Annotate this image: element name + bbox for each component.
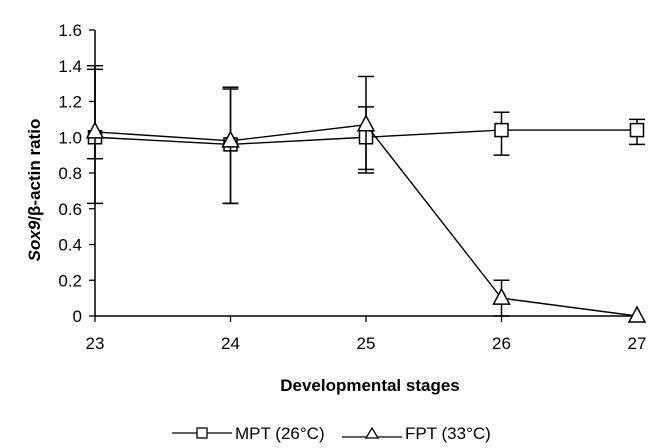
data-point-square: [629, 122, 645, 138]
y-axis-title-rest: /β-actin ratio: [25, 119, 44, 221]
y-tick-label: 0: [73, 307, 82, 326]
legend-triangle-marker: [364, 426, 380, 439]
series-layer: [85, 65, 647, 323]
legend-item-mpt: MPT (26°C): [172, 424, 325, 443]
x-tick-label: 24: [221, 334, 240, 353]
y-tick-label: 1.0: [58, 128, 82, 147]
x-tick-label: 27: [628, 334, 647, 353]
y-tick-label: 1.6: [58, 21, 82, 40]
y-tick-label: 0.2: [58, 271, 82, 290]
y-axis-title: Sox9/β-actin ratio: [25, 119, 44, 262]
x-tick-labels: 23 24 25 26 27: [86, 316, 647, 353]
data-point-triangle: [492, 287, 511, 305]
x-axis-title: Developmental stages: [280, 376, 460, 395]
data-point-triangle: [221, 130, 240, 148]
legend-square-marker: [196, 427, 208, 439]
legend: MPT (26°C) FPT (33°C): [172, 424, 491, 443]
x-tick-label: 23: [86, 334, 105, 353]
legend-label-mpt: MPT (26°C): [235, 424, 325, 443]
data-point-triangle: [627, 305, 647, 323]
data-point-triangle: [356, 114, 376, 132]
x-tick-label: 25: [357, 334, 376, 353]
x-tick-label: 26: [492, 334, 511, 353]
y-tick-label: 1.2: [58, 93, 82, 112]
y-tick-labels: 0 0.2 0.4 0.6 0.8 1.0 1.2 1.4 1.6: [58, 21, 95, 326]
y-tick-label: 0.4: [58, 236, 82, 255]
data-point-square: [494, 122, 509, 138]
legend-label-fpt: FPT (33°C): [405, 424, 491, 443]
data-point-triangle: [85, 121, 105, 139]
y-tick-label: 0.8: [58, 164, 82, 183]
legend-item-fpt: FPT (33°C): [342, 424, 491, 443]
y-axis-title-italic: Sox9: [25, 220, 44, 261]
y-tick-label: 1.4: [58, 57, 82, 76]
y-tick-label: 0.6: [58, 200, 82, 219]
series-fpt: [85, 65, 647, 323]
